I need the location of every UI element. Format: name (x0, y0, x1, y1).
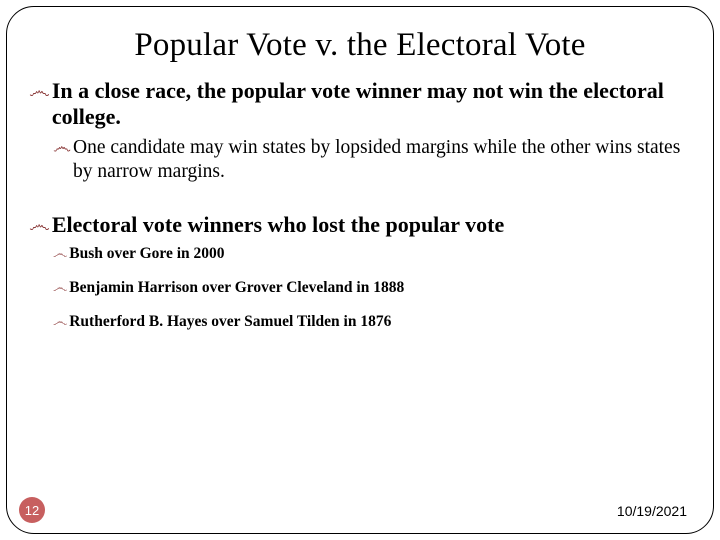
page-number-text: 12 (25, 503, 39, 518)
spacer (29, 202, 691, 212)
bullet-text: In a close race, the popular vote winner… (52, 78, 691, 130)
bullet-marker-icon: ෴ (53, 136, 71, 160)
bullet-text: Bush over Gore in 2000 (69, 244, 224, 264)
bullet-level2: ෴ One candidate may win states by lopsid… (53, 136, 691, 184)
bullet-level3: ෴ Benjamin Harrison over Grover Clevelan… (53, 278, 691, 298)
bullet-marker-icon: ෴ (29, 212, 50, 238)
bullet-level3: ෴ Bush over Gore in 2000 (53, 244, 691, 264)
bullet-marker-icon: ෴ (29, 78, 50, 104)
bullet-marker-icon: ෴ (53, 244, 67, 264)
bullet-marker-icon: ෴ (53, 312, 67, 332)
slide-title: Popular Vote v. the Electoral Vote (29, 27, 691, 64)
slide-frame: Popular Vote v. the Electoral Vote ෴ In … (6, 6, 714, 534)
bullet-text: Rutherford B. Hayes over Samuel Tilden i… (69, 312, 391, 332)
bullet-text: Benjamin Harrison over Grover Cleveland … (69, 278, 404, 298)
bullet-text: Electoral vote winners who lost the popu… (52, 212, 504, 238)
slide-date: 10/19/2021 (617, 503, 687, 519)
bullet-text: One candidate may win states by lopsided… (73, 136, 691, 184)
bullet-marker-icon: ෴ (53, 278, 67, 298)
page-number-badge: 12 (19, 497, 45, 523)
bullet-level1: ෴ Electoral vote winners who lost the po… (29, 212, 691, 238)
bullet-level3: ෴ Rutherford B. Hayes over Samuel Tilden… (53, 312, 691, 332)
bullet-level1: ෴ In a close race, the popular vote winn… (29, 78, 691, 130)
